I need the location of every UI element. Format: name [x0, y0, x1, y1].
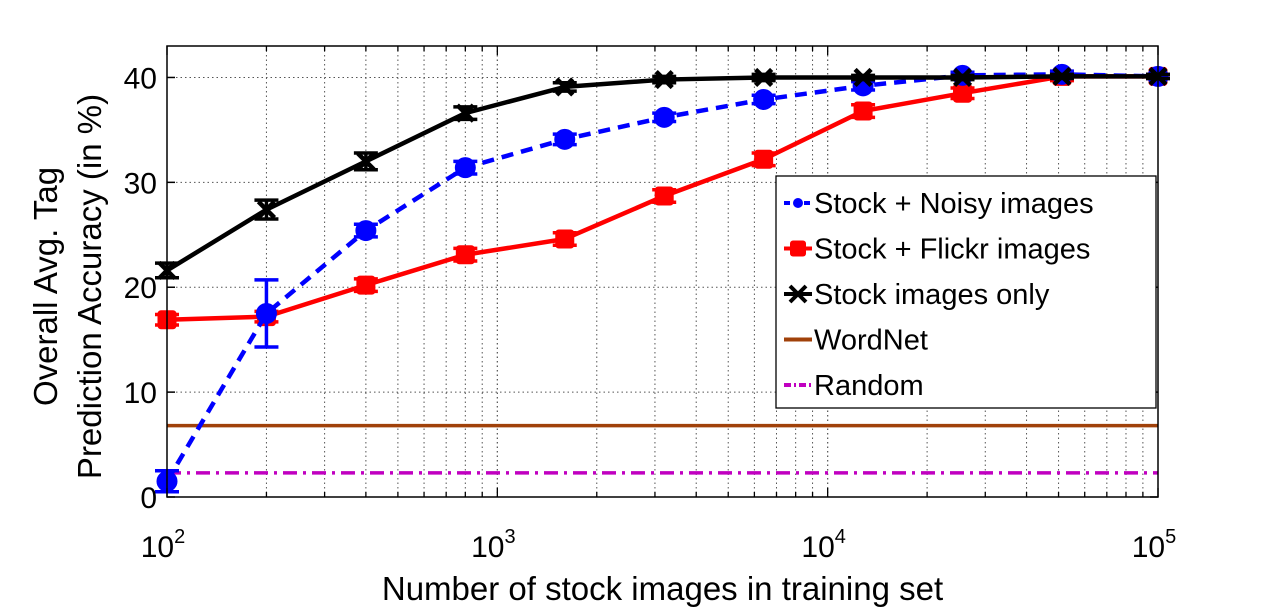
data-point-marker [654, 69, 674, 90]
data-point-marker [356, 151, 376, 171]
data-point-marker [853, 67, 873, 88]
y-tick-label: 40 [124, 62, 157, 95]
data-point-marker [256, 200, 277, 220]
legend-item: Stock + Flickr images [784, 234, 1090, 266]
x-axis-label: Number of stock images in training set [382, 570, 943, 607]
marker-stroke [1052, 66, 1072, 87]
data-point-marker [754, 149, 774, 169]
y-axis-label-line-2: Prediction Accuracy (in %) [71, 94, 108, 479]
y-axis-label-line-1: Overall Avg. Tag [27, 167, 64, 406]
data-point-marker [555, 229, 575, 249]
x-tick-label: 104 [801, 526, 846, 564]
y-tick-label: 20 [124, 272, 157, 305]
data-point-marker [853, 101, 873, 121]
legend-label: Random [814, 370, 924, 402]
data-point-marker [455, 245, 475, 265]
data-point-marker [754, 67, 774, 88]
marker-stroke [455, 103, 475, 123]
legend-item: WordNet [784, 325, 928, 357]
data-point-marker [654, 186, 674, 206]
marker-stroke [256, 200, 277, 220]
legend-label: Stock images only [814, 279, 1050, 311]
legend-marker [788, 284, 808, 304]
legend-marker [793, 198, 803, 208]
marker-stroke [555, 77, 575, 97]
data-point-marker [753, 88, 775, 110]
marker-stroke [853, 67, 873, 88]
y-tick-label: 30 [124, 167, 157, 200]
marker-stroke [754, 67, 774, 88]
data-point-marker [554, 128, 576, 150]
data-point-marker [1052, 66, 1072, 87]
ticks: 0 10 20 30 40 102 103 104 105 [124, 46, 1177, 564]
legend-item: Stock + Noisy images [784, 188, 1094, 220]
data-point-marker [952, 67, 973, 88]
plot-frame [166, 45, 1159, 498]
data-point-marker [455, 103, 475, 123]
legend: Stock + Noisy images Stock + Flickr image… [775, 175, 1157, 409]
legend-marker [790, 240, 806, 257]
x-tick-label: 103 [471, 526, 516, 564]
x-tick-label: 102 [141, 526, 186, 564]
data-point-marker [356, 275, 376, 295]
legend-item: Stock images only [784, 279, 1050, 311]
legend-label: Stock + Noisy images [814, 188, 1094, 220]
x-tick-label: 105 [1132, 526, 1177, 564]
y-tick-label: 10 [124, 377, 157, 410]
data-point-marker [454, 157, 476, 179]
data-point-marker [255, 302, 277, 324]
marker-stroke [952, 67, 973, 88]
legend-box [775, 175, 1157, 409]
marker-stroke [654, 69, 674, 90]
y-tick-label: 0 [140, 482, 157, 515]
legend-item: Random [784, 370, 924, 402]
data-point-marker [653, 106, 675, 128]
legend-label: WordNet [814, 325, 928, 357]
marker-stroke [356, 151, 376, 171]
legend-label: Stock + Flickr images [814, 234, 1090, 266]
data-point-marker [355, 220, 377, 242]
data-point-marker [555, 77, 575, 97]
